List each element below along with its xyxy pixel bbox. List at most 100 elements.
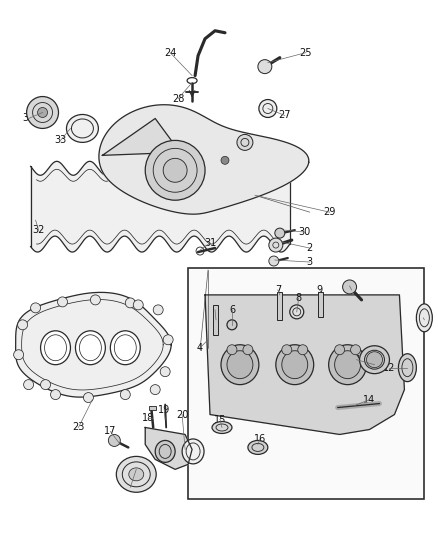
Circle shape [41,379,50,390]
Circle shape [145,140,205,200]
Text: 9: 9 [317,285,323,295]
Circle shape [269,238,283,252]
Ellipse shape [212,422,232,433]
Circle shape [290,305,304,319]
Circle shape [90,295,100,305]
Circle shape [343,280,357,294]
Text: 3: 3 [307,257,313,267]
Ellipse shape [360,346,389,374]
Bar [188,268,424,499]
Circle shape [237,134,253,150]
Text: 32: 32 [32,225,45,235]
Polygon shape [102,118,180,155]
Text: 5: 5 [212,305,218,315]
Text: 33: 33 [54,135,67,146]
Ellipse shape [364,350,385,369]
Ellipse shape [282,351,308,378]
Text: 8: 8 [296,293,302,303]
Text: 11: 11 [350,354,363,365]
Circle shape [163,335,173,345]
Text: 29: 29 [323,207,336,217]
Text: 28: 28 [172,93,184,103]
Ellipse shape [221,345,259,385]
Circle shape [275,228,285,238]
Circle shape [269,256,279,266]
Circle shape [31,303,41,313]
Circle shape [258,60,272,74]
Text: 10: 10 [343,281,356,291]
Circle shape [259,100,277,117]
Text: 20: 20 [176,409,188,419]
Polygon shape [16,293,171,397]
Circle shape [133,300,143,310]
Ellipse shape [276,345,314,385]
Text: 31: 31 [204,238,216,248]
Text: 23: 23 [72,423,85,432]
Circle shape [163,158,187,182]
Ellipse shape [335,345,345,355]
Text: 15: 15 [214,415,226,424]
Text: 30: 30 [299,227,311,237]
Ellipse shape [399,354,417,382]
Circle shape [27,96,59,128]
Ellipse shape [335,351,360,378]
Text: 2: 2 [307,243,313,253]
Circle shape [227,320,237,330]
Bar [149,406,156,409]
Circle shape [18,320,28,330]
Ellipse shape [298,345,308,355]
Circle shape [14,350,24,360]
Ellipse shape [350,345,360,355]
Circle shape [153,305,163,315]
Bar [277,292,282,320]
Ellipse shape [328,345,367,385]
Text: 7: 7 [275,285,281,295]
Ellipse shape [243,345,253,355]
Text: 22: 22 [417,313,430,323]
Ellipse shape [227,351,253,378]
Ellipse shape [67,115,99,142]
Ellipse shape [227,345,237,355]
Polygon shape [205,295,404,434]
Circle shape [24,379,34,390]
Ellipse shape [155,440,175,462]
Ellipse shape [182,439,204,464]
Ellipse shape [282,345,292,355]
Circle shape [50,390,60,400]
Circle shape [367,352,382,368]
Circle shape [125,298,135,308]
Text: 4: 4 [197,343,203,353]
Text: 12: 12 [383,362,396,373]
Text: 24: 24 [164,47,177,58]
Text: 27: 27 [279,110,291,120]
Text: 21: 21 [124,482,137,492]
Circle shape [108,434,120,447]
Circle shape [160,367,170,377]
Text: 25: 25 [300,47,312,58]
Circle shape [120,390,130,400]
Circle shape [221,156,229,164]
Ellipse shape [417,304,432,332]
Polygon shape [31,161,290,252]
Bar [318,292,323,317]
Text: 16: 16 [254,434,266,445]
Polygon shape [99,104,309,214]
Ellipse shape [117,456,156,492]
Bar [213,305,218,335]
Circle shape [150,385,160,394]
Text: 6: 6 [229,305,235,315]
Circle shape [83,393,93,402]
Polygon shape [145,427,192,470]
Ellipse shape [75,331,106,365]
Ellipse shape [129,468,144,481]
Ellipse shape [41,331,71,365]
Text: 14: 14 [364,394,376,405]
Circle shape [38,108,48,117]
Circle shape [57,297,67,307]
Ellipse shape [248,440,268,455]
Text: 19: 19 [158,405,170,415]
Ellipse shape [110,331,140,365]
Text: 18: 18 [142,413,154,423]
Text: 17: 17 [104,426,117,437]
Text: 34: 34 [22,114,35,124]
